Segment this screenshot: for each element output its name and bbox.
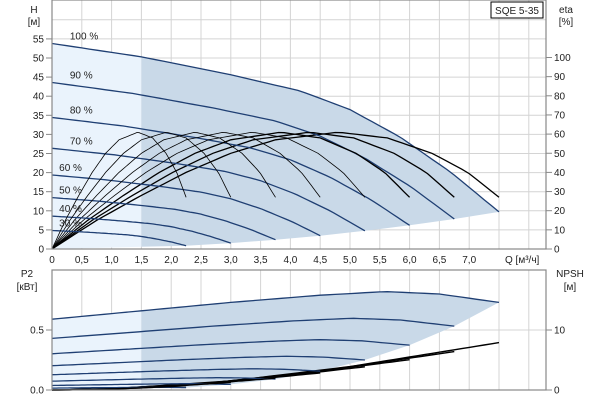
y-right-unit-bottom: [м] <box>564 282 577 293</box>
x-tick-label: 3,5 <box>254 255 268 266</box>
x-tick-label: 5,0 <box>343 255 357 266</box>
efficiency-curve-60 <box>51 132 321 250</box>
x-tick-label: 6,5 <box>432 255 446 266</box>
head-curve-70 <box>52 147 366 232</box>
head-curve-90 <box>52 81 455 220</box>
x-tick-label: 4,0 <box>283 255 297 266</box>
y-right-tick-label: 90 <box>554 72 566 83</box>
operating-area-light <box>52 43 142 249</box>
x-axis-label: Q [м³/ч] <box>505 255 540 266</box>
y-left-tick-label: 50 <box>33 54 45 65</box>
y-left-tick-label: 55 <box>33 34 45 45</box>
x-tick-label: 1,0 <box>105 255 119 266</box>
y-left-tick-label: 0 <box>38 245 44 256</box>
power-curve-100 <box>52 291 500 320</box>
head-curve-60 <box>52 174 321 237</box>
y-right-tick-label: 100 <box>554 53 571 64</box>
y-left-unit-top: [м] <box>28 17 41 28</box>
power-curve-50 <box>52 377 276 382</box>
x-tick-label: 0,5 <box>75 255 89 266</box>
y-left-tick-label: 30 <box>33 130 45 141</box>
y-right-tick-label: 0 <box>554 386 560 397</box>
efficiency-curve-80 <box>51 131 411 250</box>
y-left-tick-label: 35 <box>33 111 45 122</box>
y-right-tick-label: 60 <box>554 130 566 141</box>
y-left-tick-label: 15 <box>33 187 45 198</box>
power-curve-70 <box>52 355 365 367</box>
speed-label: 40 % <box>59 204 82 215</box>
x-tick-label: 2,0 <box>164 255 178 266</box>
y-left-tick-label: 10 <box>33 206 45 217</box>
x-tick-label: 4,5 <box>313 255 327 266</box>
y-right-tick-label: 30 <box>554 187 566 198</box>
y-left-tick-label: 5 <box>38 225 44 236</box>
y-right-tick-label: 70 <box>554 110 566 121</box>
efficiency-curve-70 <box>51 132 366 250</box>
y-left-tick-label: 45 <box>33 73 45 84</box>
y-right-label-top: eta <box>559 5 573 16</box>
y-left-unit-bottom: [кВт] <box>17 282 38 293</box>
head-curve-30 <box>52 229 187 247</box>
speed-label: 70 % <box>70 136 93 147</box>
x-tick-label: 2,5 <box>194 255 208 266</box>
speed-label: 30 % <box>59 219 82 230</box>
y-right-tick-label: 80 <box>554 91 566 102</box>
y-right-tick-label: 20 <box>554 206 566 217</box>
efficiency-curve-40 <box>51 132 232 250</box>
y-left-label-bottom: P2 <box>21 269 34 280</box>
power-curve-30 <box>52 386 187 389</box>
model-label-box: SQE 5-35 <box>490 1 544 19</box>
y-left-tick-label: 20 <box>33 168 45 179</box>
efficiency-curve-30 <box>51 132 187 250</box>
head-curve-40 <box>52 215 232 244</box>
head-curve-50 <box>52 196 276 241</box>
y-left-tick-label: 0.5 <box>30 326 44 337</box>
x-tick-label: 1,5 <box>134 255 148 266</box>
power-curve-90 <box>52 317 455 340</box>
y-left-tick-label: 40 <box>33 92 45 103</box>
y-right-tick-label: 10 <box>554 326 566 337</box>
y-left-label-top: H <box>30 5 37 16</box>
speed-label: 80 % <box>70 105 93 116</box>
x-tick-label: 0 <box>49 255 55 266</box>
y-right-tick-label: 10 <box>554 225 566 236</box>
efficiency-curve-50 <box>51 132 276 250</box>
x-tick-label: 5,5 <box>373 255 387 266</box>
power-curve-80 <box>52 339 410 355</box>
y-right-unit-top: [%] <box>559 17 574 28</box>
x-tick-label: 6,0 <box>403 255 417 266</box>
head-curve-100 <box>52 42 500 213</box>
top-plot-frame <box>51 0 547 250</box>
y-left-tick-label: 0.0 <box>30 386 44 397</box>
model-label: SQE 5-35 <box>495 6 539 17</box>
y-right-tick-label: 40 <box>554 168 566 179</box>
speed-label: 60 % <box>59 163 82 174</box>
head-curve-80 <box>52 116 410 226</box>
y-right-tick-label: 0 <box>554 245 560 256</box>
power-curve-60 <box>52 368 321 376</box>
x-tick-label: 7,0 <box>462 255 476 266</box>
x-tick-label: 3,0 <box>224 255 238 266</box>
y-left-tick-label: 25 <box>33 149 45 160</box>
speed-label: 90 % <box>70 71 93 82</box>
y-right-label-bottom: NPSH <box>556 269 584 280</box>
speed-label: 50 % <box>59 186 82 197</box>
y-right-tick-label: 50 <box>554 149 566 160</box>
speed-label: 100 % <box>70 31 98 42</box>
